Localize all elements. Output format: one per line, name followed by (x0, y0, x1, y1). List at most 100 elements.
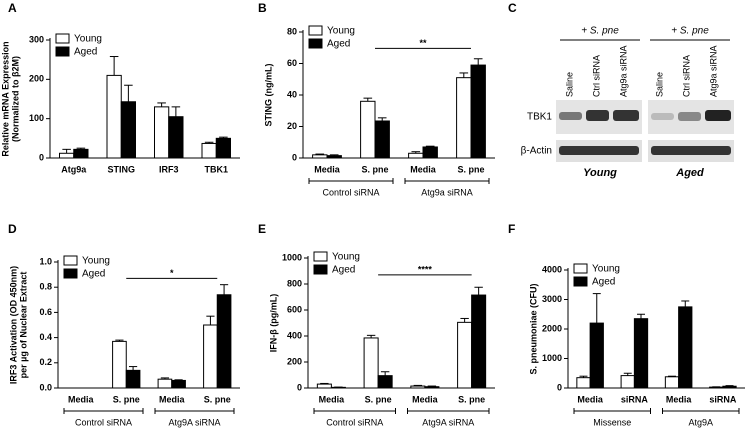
bar (457, 321, 473, 389)
x-tick-label: S. pne (457, 164, 484, 174)
legend-label: Young (592, 264, 620, 275)
x-tick-label: Media (314, 164, 341, 174)
error-bar (725, 385, 734, 387)
x-tick-label: STING (107, 164, 135, 174)
error-bar (459, 72, 469, 78)
bar (363, 337, 379, 389)
panel-letter: A (8, 1, 17, 15)
error-bar (174, 379, 183, 381)
panel-letter: F (508, 222, 515, 236)
legend-label: Aged (74, 47, 97, 58)
significance-label: ** (419, 38, 427, 48)
lane-label: Atg9a siRNA (708, 45, 718, 97)
bar (157, 378, 173, 389)
bar (326, 155, 342, 159)
x-tick-label: Media (577, 394, 604, 404)
bar (171, 379, 186, 389)
y-tick-label: 0.6 (39, 307, 52, 317)
y-tick-label: 200 (287, 356, 302, 366)
bar (201, 142, 217, 159)
error-bar (160, 377, 170, 380)
x-tick-label: Media (68, 394, 95, 404)
y-axis-label: per µg of Nuclear Extract (18, 272, 28, 379)
legend-swatch (55, 46, 70, 57)
bar (589, 322, 604, 389)
y-tick-label: 0.8 (39, 282, 52, 292)
y-axis-label: STING (ng/mL) (263, 64, 273, 127)
x-tick-label: S. pne (113, 394, 140, 404)
band (705, 110, 731, 121)
error-bar (219, 284, 229, 295)
y-tick-label: 80 (287, 26, 297, 36)
error-bar (411, 151, 421, 154)
y-axis-label: Relative mRNA Expression (0, 41, 10, 156)
band (651, 146, 731, 155)
x-tick-label: S. pne (361, 164, 388, 174)
error-bar (366, 334, 376, 338)
x-tick-label: Media (159, 394, 186, 404)
panel-letter: D (8, 222, 17, 236)
panel-letter: E (258, 222, 266, 236)
y-tick-label: 200 (29, 74, 44, 84)
y-axis-label: IRF3 Activation (OD 450nm) (8, 266, 18, 384)
legend-swatch (63, 268, 78, 279)
error-bar (377, 117, 387, 121)
bar (664, 376, 680, 389)
group-label: Control siRNA (75, 417, 132, 427)
y-tick-label: 300 (29, 34, 44, 44)
treatment: + S. pne (671, 26, 709, 37)
significance-label: * (170, 268, 174, 278)
error-bar (413, 384, 423, 387)
bar (422, 146, 438, 159)
legend-swatch (55, 33, 70, 44)
y-tick-label: 2000 (542, 323, 562, 333)
band (559, 112, 582, 120)
error-bar (128, 366, 138, 371)
y-tick-label: 60 (287, 58, 297, 68)
x-tick-label: siRNA (709, 394, 737, 404)
bar (722, 385, 737, 389)
bar (360, 100, 376, 159)
y-tick-label: 600 (287, 304, 302, 314)
x-tick-label: Media (319, 394, 346, 404)
y-tick-label: 0.0 (39, 382, 52, 392)
y-tick-label: 1.0 (39, 256, 52, 266)
legend-swatch (573, 263, 588, 274)
y-tick-label: 0 (557, 382, 562, 392)
group-label: Control siRNA (322, 187, 379, 197)
error-bar (681, 300, 690, 307)
legend-swatch (313, 251, 328, 262)
bar (154, 106, 170, 159)
y-tick-label: 20 (287, 121, 297, 131)
lane-label: Ctrl siRNA (681, 55, 691, 97)
group-label: Atg9A siRNA (422, 417, 474, 427)
band (651, 113, 674, 120)
error-bar (109, 56, 119, 76)
bar (374, 120, 390, 159)
bar (471, 294, 487, 389)
error-bar (425, 145, 435, 147)
legend-label: Aged (332, 265, 355, 276)
legend-swatch (308, 25, 323, 36)
band (559, 146, 639, 155)
group-label: Atg9A siRNA (168, 417, 220, 427)
error-bar (62, 148, 71, 154)
bar (620, 375, 635, 389)
band (586, 110, 609, 121)
bar (203, 324, 218, 389)
bar (410, 385, 426, 389)
error-bar (579, 375, 588, 378)
bar (424, 386, 440, 389)
error-bar (204, 141, 214, 144)
bar (112, 340, 127, 389)
y-tick-label: 0.2 (39, 357, 52, 367)
y-tick-label: 0 (39, 152, 44, 162)
legend-label: Young (74, 34, 102, 45)
panel-letter: B (258, 1, 267, 15)
group-label: Missense (593, 417, 631, 427)
x-tick-label: IRF3 (159, 164, 179, 174)
y-tick-label: 0 (297, 382, 302, 392)
chart: E 0 200 400 600 800 1000 IFN-β (pg/mL) Media S. p… (258, 222, 495, 427)
error-bar (320, 382, 329, 385)
